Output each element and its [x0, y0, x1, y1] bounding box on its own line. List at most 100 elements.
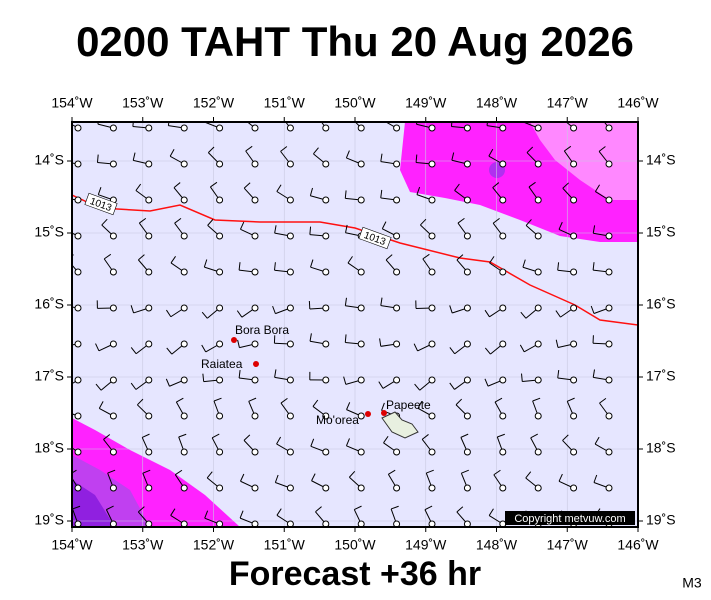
- barb-station: [499, 304, 507, 312]
- barb-flag: [488, 148, 494, 157]
- barb-flag: [142, 433, 150, 438]
- barb-flag: [344, 334, 347, 343]
- barb-flag: [98, 401, 104, 409]
- barb-station: [570, 232, 578, 240]
- barb-flag: [380, 153, 383, 162]
- lon-label: 148˚W: [476, 95, 518, 111]
- barb-station: [251, 124, 259, 132]
- barb-station: [428, 232, 436, 240]
- barb-station: [393, 124, 401, 132]
- barb-station: [251, 304, 259, 312]
- barb-flag: [178, 433, 187, 438]
- barb-flag: [380, 297, 383, 306]
- barb-station: [145, 484, 153, 492]
- barb-flag: [103, 253, 112, 260]
- barb-station: [322, 196, 330, 204]
- forecast-label: Forecast +36 hr: [229, 555, 481, 593]
- barb-flag: [456, 506, 464, 513]
- barb-flag: [138, 506, 145, 513]
- barb-station: [428, 304, 436, 312]
- lat-label: 17˚S: [646, 368, 676, 384]
- barb-flag: [137, 398, 144, 406]
- barb-flag: [449, 382, 455, 390]
- copyright: Copyright metvuw.com: [514, 513, 625, 525]
- lat-label: 19˚S: [34, 512, 64, 528]
- barb-flag: [276, 184, 282, 192]
- barb-station: [463, 376, 471, 384]
- barb-station: [74, 520, 82, 527]
- barb-flag: [558, 473, 563, 482]
- barb-flag: [243, 434, 251, 441]
- barb-flag: [243, 182, 251, 189]
- barb-flag: [236, 310, 243, 318]
- barb-station: [463, 232, 471, 240]
- barb-flag: [132, 152, 136, 161]
- barb-flag: [454, 183, 460, 191]
- lon-label: 150˚W: [334, 95, 376, 111]
- barb-station: [322, 448, 330, 456]
- barb-station: [109, 412, 117, 420]
- barb-station: [428, 448, 436, 456]
- barb-flag: [237, 339, 240, 348]
- barb-flag: [381, 221, 387, 229]
- barb-flag: [557, 369, 560, 379]
- barb-flag: [344, 297, 347, 306]
- barb-station: [216, 160, 224, 168]
- barb-flag: [276, 436, 282, 445]
- barb-flag: [169, 149, 175, 157]
- lat-label: 18˚S: [34, 440, 64, 456]
- barb-flag: [457, 217, 465, 224]
- lon-label: 154˚W: [51, 537, 93, 553]
- barb-flag: [72, 505, 81, 510]
- barb-flag: [207, 219, 214, 226]
- barb-flag: [173, 182, 181, 189]
- barb-flag: [204, 510, 209, 519]
- barb-station: [605, 232, 613, 240]
- barb-station: [251, 484, 259, 492]
- barb-station: [74, 412, 82, 420]
- barb-flag: [494, 397, 503, 403]
- lon-label: 147˚W: [547, 537, 589, 553]
- barb-station: [499, 340, 507, 348]
- barb-station: [109, 232, 117, 240]
- barb-station: [286, 232, 294, 240]
- lat-label: 15˚S: [34, 224, 64, 240]
- barb-flag: [106, 505, 114, 511]
- barb-station: [322, 484, 330, 492]
- lon-label: 152˚W: [193, 95, 235, 111]
- lon-label: 147˚W: [547, 95, 589, 111]
- barb-station: [570, 124, 578, 132]
- barb-station: [74, 268, 82, 276]
- barb-station: [393, 340, 401, 348]
- place-label: Mo'orea: [316, 413, 359, 427]
- barb-station: [109, 124, 117, 132]
- axis-labels: 154˚W 154˚W 153˚W 153˚W 152˚W 152˚W 151˚W 151˚W…: [34, 95, 675, 553]
- barb-station: [499, 448, 507, 456]
- barb-flag: [313, 147, 319, 155]
- barb-flag: [492, 182, 500, 189]
- lon-label: 151˚W: [264, 537, 306, 553]
- barb-flag: [421, 434, 429, 440]
- barb-station: [322, 376, 330, 384]
- barb-station: [393, 268, 401, 276]
- barb-flag: [239, 510, 244, 519]
- barb-flag: [354, 505, 362, 511]
- barb-flag: [592, 225, 596, 234]
- copyright-box: [505, 511, 635, 525]
- barb-station: [286, 196, 294, 204]
- barb-station: [357, 412, 365, 420]
- barb-flag: [213, 397, 222, 402]
- barb-flag: [390, 505, 399, 510]
- barb-station: [74, 340, 82, 348]
- barb-station: [605, 340, 613, 348]
- barb-flag: [167, 122, 170, 126]
- barb-flag: [309, 187, 314, 196]
- barb-station: [570, 196, 578, 204]
- barb-station: [570, 448, 578, 456]
- barb-flag: [176, 397, 184, 403]
- barb-flag: [274, 262, 276, 271]
- barb-flag: [378, 381, 384, 389]
- barb-flag: [562, 434, 569, 441]
- lon-label: 146˚W: [617, 537, 659, 553]
- barb-flag: [599, 110, 605, 115]
